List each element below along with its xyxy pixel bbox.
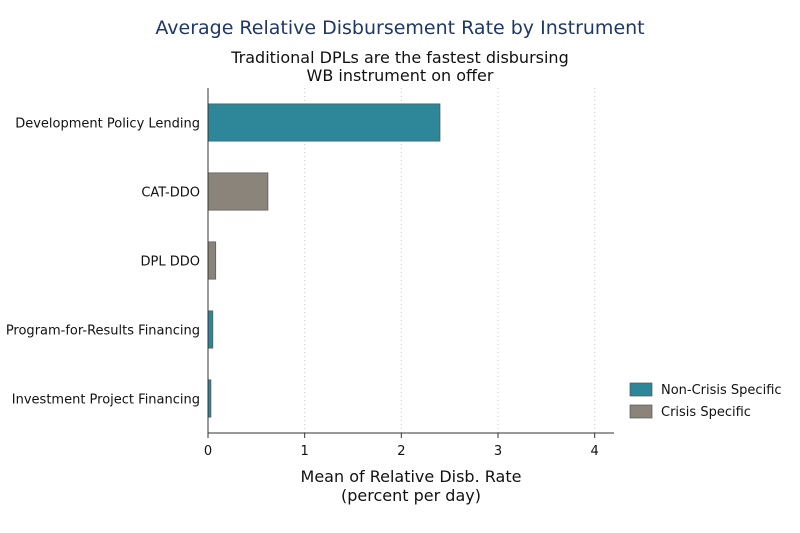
- bar-3: [207, 310, 214, 349]
- legend-label-0: Non-Crisis Specific: [661, 383, 782, 398]
- x-tick-label-3: 3: [494, 444, 502, 459]
- chart-title: Average Relative Disbursement Rate by In…: [155, 17, 645, 39]
- bar-0: [207, 103, 441, 142]
- bar-2: [207, 241, 217, 280]
- x-axis-label-line-1: Mean of Relative Disb. Rate: [301, 467, 522, 486]
- category-label-3: Program-for-Results Financing: [6, 324, 200, 339]
- category-label-2: DPL DDO: [141, 255, 200, 270]
- legend-swatch-0: [629, 382, 653, 397]
- category-label-4: Investment Project Financing: [12, 393, 200, 408]
- chart-subtitle-line-2: WB instrument on offer: [306, 66, 494, 85]
- legend-label-1: Crisis Specific: [661, 405, 751, 420]
- x-tick-label-0: 0: [204, 444, 212, 459]
- x-tick-label-4: 4: [591, 444, 599, 459]
- x-tick-label-2: 2: [397, 444, 405, 459]
- bar-1: [207, 172, 269, 211]
- chart-subtitle-line-1: Traditional DPLs are the fastest disburs…: [231, 48, 569, 67]
- category-label-0: Development Policy Lending: [15, 117, 200, 132]
- x-tick-label-1: 1: [301, 444, 309, 459]
- category-label-1: CAT-DDO: [141, 186, 200, 201]
- x-axis-label-line-2: (percent per day): [341, 486, 481, 505]
- legend-swatch-1: [629, 404, 653, 419]
